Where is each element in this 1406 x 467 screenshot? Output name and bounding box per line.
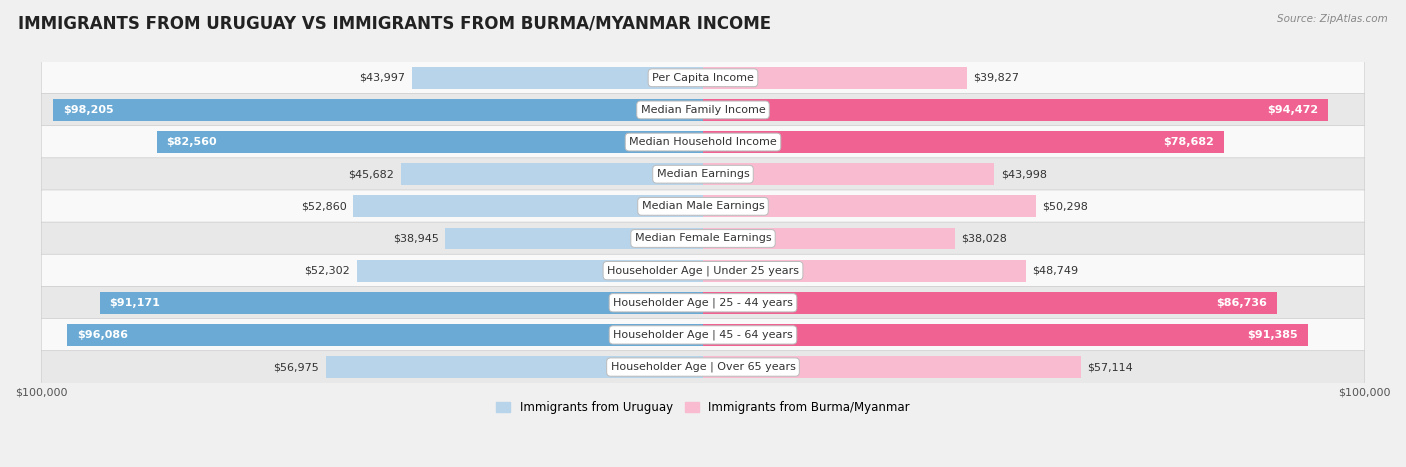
Bar bbox=[703, 356, 1081, 378]
Text: $48,749: $48,749 bbox=[1032, 266, 1078, 276]
Text: Median Male Earnings: Median Male Earnings bbox=[641, 201, 765, 212]
Text: $43,998: $43,998 bbox=[1001, 169, 1047, 179]
Bar bbox=[326, 356, 703, 378]
Text: $98,205: $98,205 bbox=[63, 105, 114, 115]
Bar bbox=[353, 195, 703, 217]
Bar bbox=[703, 292, 1277, 314]
Text: $91,385: $91,385 bbox=[1247, 330, 1298, 340]
FancyBboxPatch shape bbox=[41, 158, 1365, 191]
Bar bbox=[703, 99, 1329, 121]
Text: $57,114: $57,114 bbox=[1088, 362, 1133, 372]
Text: Per Capita Income: Per Capita Income bbox=[652, 73, 754, 83]
Text: Source: ZipAtlas.com: Source: ZipAtlas.com bbox=[1277, 14, 1388, 24]
Text: $56,975: $56,975 bbox=[274, 362, 319, 372]
FancyBboxPatch shape bbox=[41, 286, 1365, 319]
Text: $38,028: $38,028 bbox=[962, 234, 1007, 243]
Bar bbox=[703, 67, 966, 89]
Bar bbox=[357, 260, 703, 282]
Text: $91,171: $91,171 bbox=[110, 298, 160, 308]
Text: $45,682: $45,682 bbox=[349, 169, 394, 179]
Text: $78,682: $78,682 bbox=[1163, 137, 1213, 147]
Bar bbox=[703, 163, 994, 185]
Text: Median Female Earnings: Median Female Earnings bbox=[634, 234, 772, 243]
Bar bbox=[703, 260, 1025, 282]
Bar bbox=[446, 227, 703, 249]
Text: Median Household Income: Median Household Income bbox=[628, 137, 778, 147]
Text: $39,827: $39,827 bbox=[973, 73, 1019, 83]
Text: $82,560: $82,560 bbox=[166, 137, 217, 147]
Text: $52,860: $52,860 bbox=[301, 201, 347, 212]
Text: $52,302: $52,302 bbox=[305, 266, 350, 276]
Bar bbox=[412, 67, 703, 89]
Text: Median Earnings: Median Earnings bbox=[657, 169, 749, 179]
Text: $96,086: $96,086 bbox=[77, 330, 128, 340]
Bar bbox=[703, 195, 1036, 217]
Bar bbox=[67, 324, 703, 346]
Bar bbox=[53, 99, 703, 121]
Text: Median Family Income: Median Family Income bbox=[641, 105, 765, 115]
Bar bbox=[703, 227, 955, 249]
FancyBboxPatch shape bbox=[41, 254, 1365, 287]
FancyBboxPatch shape bbox=[41, 190, 1365, 223]
Text: $94,472: $94,472 bbox=[1267, 105, 1319, 115]
Text: $38,945: $38,945 bbox=[392, 234, 439, 243]
Bar bbox=[703, 131, 1223, 153]
Text: $86,736: $86,736 bbox=[1216, 298, 1267, 308]
Bar bbox=[703, 324, 1308, 346]
FancyBboxPatch shape bbox=[41, 93, 1365, 126]
FancyBboxPatch shape bbox=[41, 318, 1365, 351]
FancyBboxPatch shape bbox=[41, 222, 1365, 255]
Text: $50,298: $50,298 bbox=[1042, 201, 1088, 212]
FancyBboxPatch shape bbox=[41, 351, 1365, 383]
Bar bbox=[100, 292, 703, 314]
Text: IMMIGRANTS FROM URUGUAY VS IMMIGRANTS FROM BURMA/MYANMAR INCOME: IMMIGRANTS FROM URUGUAY VS IMMIGRANTS FR… bbox=[18, 14, 772, 32]
Text: Householder Age | 45 - 64 years: Householder Age | 45 - 64 years bbox=[613, 330, 793, 340]
Bar bbox=[156, 131, 703, 153]
Bar bbox=[401, 163, 703, 185]
Text: $43,997: $43,997 bbox=[359, 73, 405, 83]
FancyBboxPatch shape bbox=[41, 61, 1365, 94]
Text: Householder Age | 25 - 44 years: Householder Age | 25 - 44 years bbox=[613, 297, 793, 308]
FancyBboxPatch shape bbox=[41, 126, 1365, 158]
Legend: Immigrants from Uruguay, Immigrants from Burma/Myanmar: Immigrants from Uruguay, Immigrants from… bbox=[491, 396, 915, 419]
Text: Householder Age | Over 65 years: Householder Age | Over 65 years bbox=[610, 362, 796, 372]
Text: Householder Age | Under 25 years: Householder Age | Under 25 years bbox=[607, 265, 799, 276]
